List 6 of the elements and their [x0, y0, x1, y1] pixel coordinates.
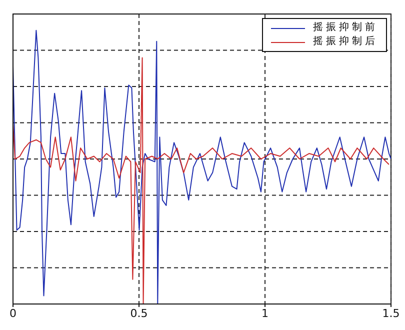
legend-label: 摇振抑制前 — [313, 21, 378, 35]
legend-label: 摇振抑制后 — [313, 35, 378, 49]
x-tick-label: 1 — [262, 306, 268, 320]
x-tick-label: 0 — [10, 306, 16, 320]
x-tick-label: 0.5 — [130, 306, 148, 320]
x-tick-label: 1.5 — [382, 306, 400, 320]
